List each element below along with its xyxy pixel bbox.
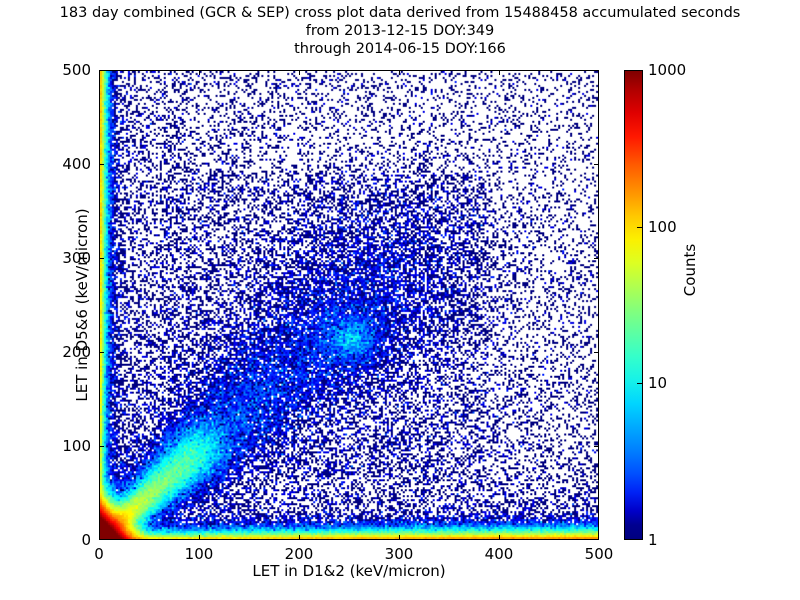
y-ticklabel-200: 200 — [62, 343, 91, 361]
x-tick-200 — [299, 535, 300, 539]
x-tick-top-100 — [199, 71, 200, 75]
colorbar-gradient — [624, 70, 643, 540]
density-scatter-plot — [100, 71, 598, 539]
x-ticklabel-200: 200 — [284, 545, 314, 563]
colorbar-ticklabel-100: 100 — [648, 217, 677, 236]
x-tick-top-200 — [299, 71, 300, 75]
x-tick-top-300 — [399, 71, 400, 75]
y-tick-400 — [100, 164, 104, 165]
y-axis-label: LET in D5&6 (keV/micron) — [73, 208, 91, 402]
title-line-2: from 2013-12-15 DOY:349 — [305, 23, 495, 39]
x-ticklabel-100: 100 — [184, 545, 214, 563]
x-tick-400 — [499, 535, 500, 539]
y-tick-right-200 — [594, 352, 598, 353]
colorbar-tick-100 — [637, 226, 642, 228]
y-tick-100 — [100, 446, 104, 447]
x-tick-top-0 — [99, 71, 100, 75]
x-ticklabel-400: 400 — [484, 545, 514, 563]
figure-title: 183 day combined (GCR & SEP) cross plot … — [0, 4, 800, 58]
x-tick-300 — [399, 535, 400, 539]
y-tick-right-400 — [594, 164, 598, 165]
y-tick-right-100 — [594, 446, 598, 447]
colorbar-label: Counts — [681, 243, 699, 297]
colorbar-tick-10 — [637, 383, 642, 385]
x-tick-100 — [199, 535, 200, 539]
colorbar-ticklabel-1: 1 — [648, 531, 658, 549]
y-tick-300 — [100, 258, 104, 259]
title-line-3: through 2014-06-15 DOY:166 — [294, 41, 506, 57]
y-tick-0 — [100, 539, 104, 540]
x-ticklabel-0: 0 — [94, 545, 104, 563]
y-tick-right-500 — [594, 70, 598, 71]
y-ticklabel-100: 100 — [62, 437, 91, 455]
x-tick-0 — [99, 535, 100, 539]
x-axis-label: LET in D1&2 (keV/micron) — [252, 562, 446, 580]
colorbar — [624, 70, 643, 540]
x-tick-top-500 — [598, 71, 599, 75]
title-line-1: 183 day combined (GCR & SEP) cross plot … — [59, 5, 741, 21]
colorbar-ticklabel-10: 10 — [648, 374, 668, 393]
y-tick-right-0 — [594, 539, 598, 540]
x-tick-top-400 — [499, 71, 500, 75]
plot-axes — [99, 70, 599, 540]
x-tick-500 — [598, 535, 599, 539]
y-ticklabel-0: 0 — [81, 531, 91, 549]
y-tick-500 — [100, 70, 104, 71]
y-tick-200 — [100, 352, 104, 353]
y-ticklabel-400: 400 — [62, 155, 91, 173]
y-ticklabel-500: 500 — [62, 61, 91, 79]
colorbar-ticklabel-1000: 1000 — [648, 61, 687, 79]
x-ticklabel-300: 300 — [384, 545, 414, 563]
y-ticklabel-300: 300 — [62, 249, 91, 267]
y-tick-right-300 — [594, 258, 598, 259]
x-ticklabel-500: 500 — [584, 545, 614, 563]
